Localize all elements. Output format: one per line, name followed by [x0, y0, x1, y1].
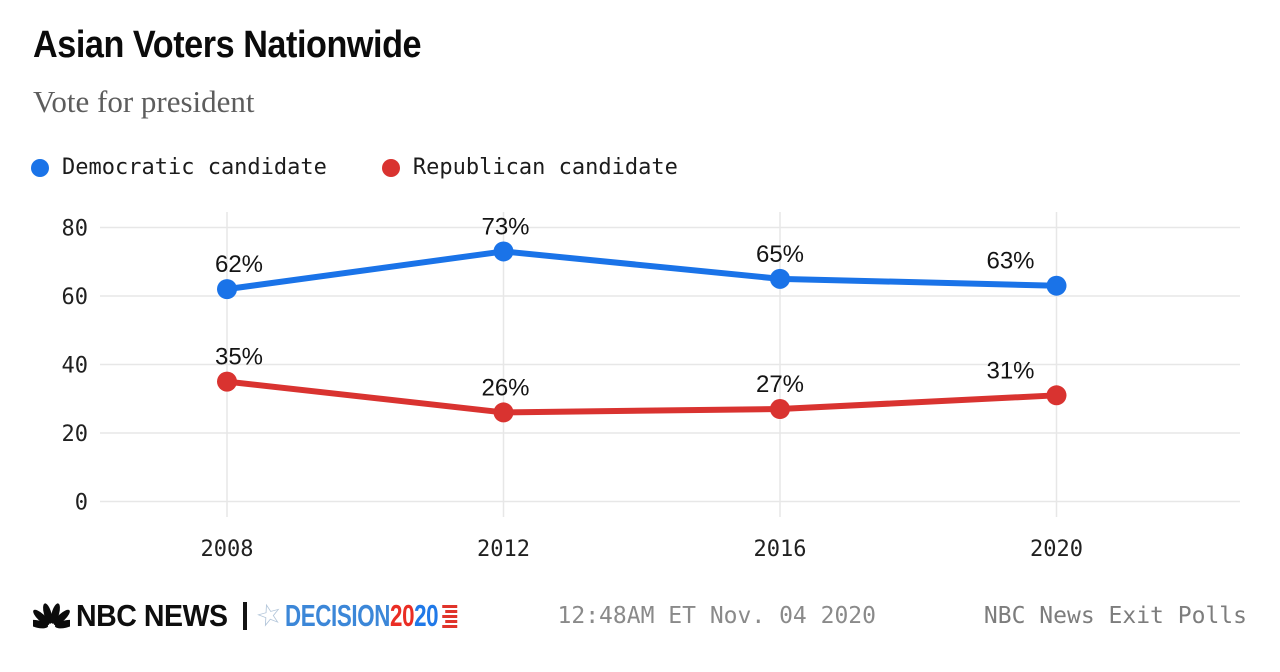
- legend: Democratic candidate Republican candidat…: [31, 155, 678, 180]
- footer: NBC NEWS ☆ DECISION 20 20 12:48AM ET Nov…: [33, 594, 1247, 638]
- data-point-label: 65%: [756, 241, 804, 268]
- y-tick-label: 80: [62, 216, 89, 241]
- data-point: [217, 279, 237, 300]
- legend-item-democratic: Democratic candidate: [31, 155, 327, 180]
- year-second: 20: [413, 598, 438, 633]
- legend-item-republican: Republican candidate: [381, 155, 678, 180]
- data-point-label: 31%: [986, 357, 1034, 384]
- brand-lockup: NBC NEWS ☆ DECISION 20 20: [33, 595, 520, 636]
- series-line: [224, 378, 1060, 416]
- data-point: [217, 371, 237, 392]
- decision-text: DECISION: [284, 598, 390, 633]
- x-tick-label: 2020: [1030, 537, 1083, 562]
- source-credit: NBC News Exit Polls: [983, 603, 1247, 629]
- legend-label-republican: Republican candidate: [412, 155, 678, 180]
- x-tick-label: 2016: [754, 537, 807, 562]
- data-point-label: 26%: [481, 374, 529, 401]
- data-point: [770, 268, 790, 289]
- data-point: [1046, 275, 1067, 296]
- y-tick-label: 0: [75, 491, 88, 516]
- y-tick-label: 20: [62, 422, 89, 447]
- page-title: Asian Voters Nationwide: [33, 24, 422, 66]
- brand-separator: [242, 602, 247, 630]
- legend-label-democratic: Democratic candidate: [62, 155, 327, 180]
- data-point: [493, 241, 514, 262]
- series-line: [224, 248, 1060, 293]
- y-tick-label: 40: [62, 353, 89, 378]
- data-point-label: 73%: [481, 213, 529, 240]
- star-icon: ☆: [251, 595, 287, 636]
- page-subtitle: Vote for president: [33, 84, 255, 119]
- x-tick-label: 2012: [477, 537, 530, 562]
- data-point-label: 35%: [215, 344, 263, 371]
- decision-2020-wordmark: DECISION 20 20: [284, 598, 457, 634]
- data-point: [493, 402, 514, 423]
- democratic-dot-icon: [31, 158, 49, 177]
- x-tick-label: 2008: [201, 537, 254, 562]
- data-point-label: 63%: [986, 248, 1034, 275]
- flag-stripes-icon: [441, 605, 457, 628]
- y-tick-label: 60: [62, 285, 89, 310]
- data-point: [1046, 385, 1067, 406]
- republican-dot-icon: [381, 158, 400, 177]
- nbc-peacock-icon: [33, 603, 70, 629]
- year-first: 20: [389, 598, 414, 633]
- timestamp: 12:48AM ET Nov. 04 2020: [557, 603, 877, 629]
- nbc-news-wordmark: NBC NEWS: [76, 598, 228, 633]
- data-point-label: 62%: [215, 251, 263, 278]
- data-point: [770, 399, 790, 420]
- data-point-label: 27%: [756, 371, 804, 398]
